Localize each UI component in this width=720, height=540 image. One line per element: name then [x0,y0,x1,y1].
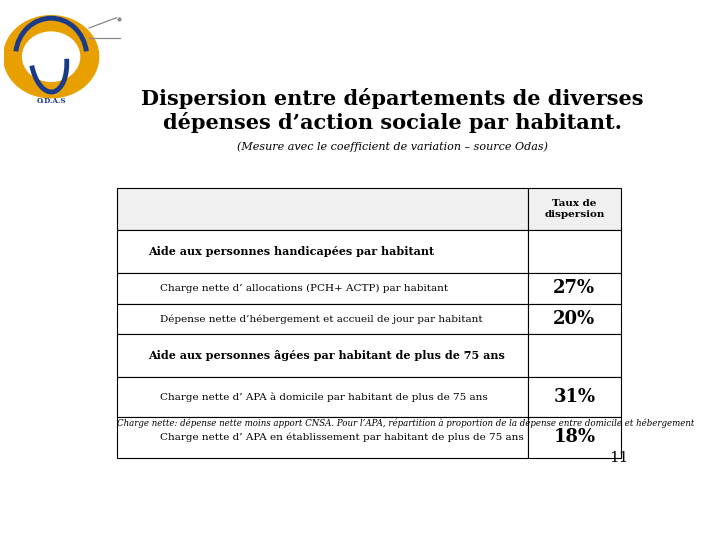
Text: Dispersion entre départements de diverses
dépenses d’action sociale par habitant: Dispersion entre départements de diverse… [141,88,644,133]
Text: (Mesure avec le coefficient de variation – source Odas): (Mesure avec le coefficient de variation… [237,142,548,152]
Bar [528,303,621,334]
Text: Charge nette d’ APA en établissement par habitant de plus de 75 ans: Charge nette d’ APA en établissement par… [160,433,523,442]
Bar [117,273,528,303]
Text: Aide aux personnes âgées par habitant de plus de 75 ans: Aide aux personnes âgées par habitant de… [148,350,505,361]
Text: 31%: 31% [553,388,595,406]
Bar [117,188,528,231]
Text: Aide aux personnes handicapées par habitant: Aide aux personnes handicapées par habit… [148,246,434,257]
Bar [528,231,621,273]
Text: 18%: 18% [553,428,595,447]
Text: Dépense nette d’hébergement et accueil de jour par habitant: Dépense nette d’hébergement et accueil d… [160,314,482,323]
Text: 27%: 27% [553,279,595,297]
Bar [117,303,528,334]
Text: 20%: 20% [553,310,595,328]
Bar [528,417,621,457]
Text: Charge nette d’ allocations (PCH+ ACTP) par habitant: Charge nette d’ allocations (PCH+ ACTP) … [160,284,448,293]
Bar [528,188,621,231]
Text: O.D.A.S: O.D.A.S [37,97,66,105]
Bar [117,231,528,273]
Bar [528,334,621,377]
Bar [528,377,621,417]
Text: Charge nette: dépense nette moins apport CNSA. Pour l’APA, répartition à proport: Charge nette: dépense nette moins apport… [117,419,695,429]
Bar [117,334,528,377]
Circle shape [4,16,99,98]
Circle shape [22,32,80,82]
Text: 11: 11 [609,451,629,465]
Bar [117,377,528,417]
Text: Charge nette d’ APA à domicile par habitant de plus de 75 ans: Charge nette d’ APA à domicile par habit… [160,392,487,402]
Text: Taux de
dispersion: Taux de dispersion [544,199,605,219]
Bar [117,417,528,457]
Bar [528,273,621,303]
